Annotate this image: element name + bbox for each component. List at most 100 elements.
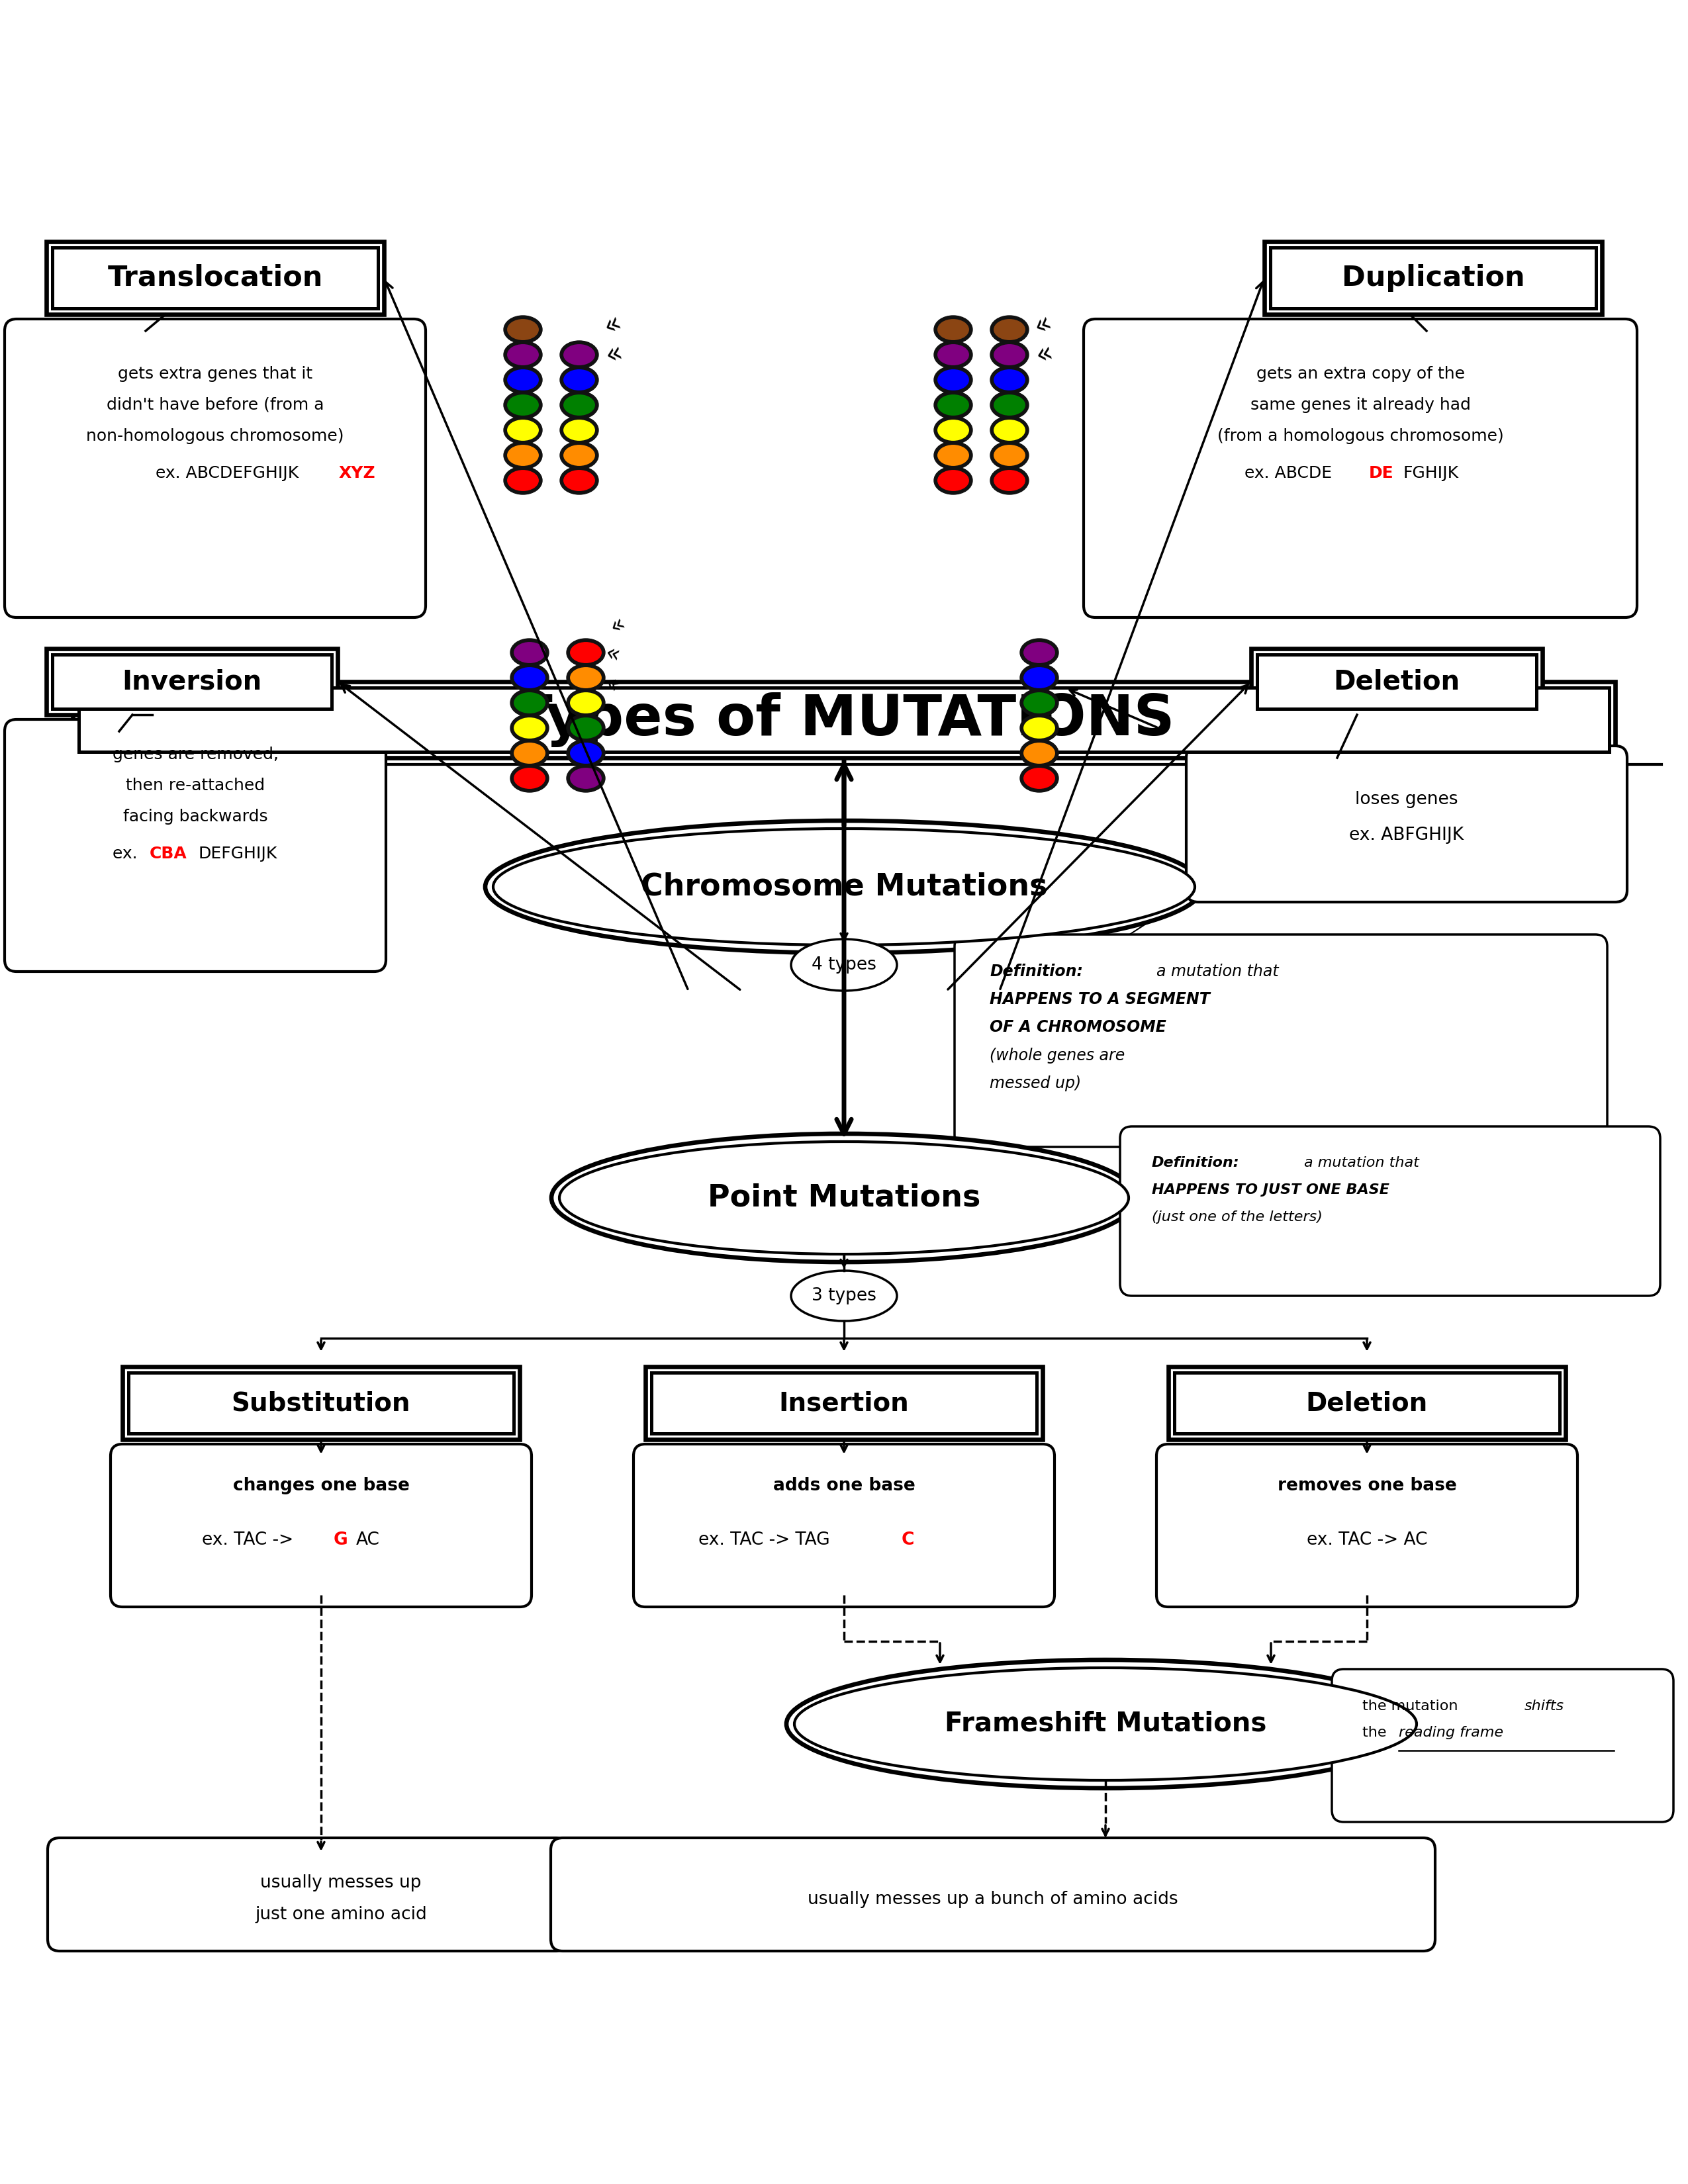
Text: Types of MUTATIONS: Types of MUTATIONS	[513, 692, 1175, 747]
Text: ex. TAC -> TAG: ex. TAC -> TAG	[699, 1531, 830, 1548]
Ellipse shape	[1023, 743, 1055, 764]
Ellipse shape	[937, 319, 971, 341]
Text: removes one base: removes one base	[1278, 1476, 1457, 1494]
FancyBboxPatch shape	[110, 1444, 532, 1607]
Text: HAPPENS TO A SEGMENT: HAPPENS TO A SEGMENT	[989, 992, 1210, 1007]
Text: «: «	[599, 670, 625, 699]
Ellipse shape	[933, 391, 972, 419]
Ellipse shape	[993, 470, 1026, 491]
Ellipse shape	[993, 393, 1026, 417]
Ellipse shape	[1023, 692, 1055, 714]
Text: (from a homologous chromosome): (from a homologous chromosome)	[1217, 428, 1504, 443]
Text: G: G	[334, 1531, 348, 1548]
Ellipse shape	[560, 417, 599, 443]
FancyBboxPatch shape	[1251, 649, 1543, 714]
Ellipse shape	[567, 664, 604, 692]
FancyBboxPatch shape	[73, 681, 1615, 758]
Text: same genes it already had: same genes it already had	[1251, 397, 1470, 413]
Ellipse shape	[503, 441, 542, 470]
Ellipse shape	[792, 939, 896, 992]
Text: Chromosome Mutations: Chromosome Mutations	[641, 871, 1047, 902]
FancyBboxPatch shape	[954, 935, 1607, 1147]
Ellipse shape	[937, 343, 971, 367]
Ellipse shape	[506, 393, 540, 417]
Text: gets an extra copy of the: gets an extra copy of the	[1256, 367, 1465, 382]
FancyBboxPatch shape	[1332, 1669, 1673, 1821]
Ellipse shape	[506, 443, 540, 467]
Ellipse shape	[506, 319, 540, 341]
Ellipse shape	[503, 367, 542, 393]
Ellipse shape	[991, 341, 1028, 369]
FancyBboxPatch shape	[1168, 1367, 1565, 1439]
Ellipse shape	[991, 467, 1028, 494]
Text: messed up): messed up)	[989, 1075, 1080, 1092]
Ellipse shape	[569, 767, 603, 791]
Text: DE: DE	[1369, 465, 1394, 480]
Text: Definition:: Definition:	[1151, 1155, 1239, 1168]
Ellipse shape	[560, 391, 599, 419]
Text: a mutation that: a mutation that	[1156, 963, 1280, 978]
FancyBboxPatch shape	[79, 688, 1609, 751]
Text: Point Mutations: Point Mutations	[707, 1184, 981, 1212]
Text: usually messes up a bunch of amino acids: usually messes up a bunch of amino acids	[809, 1891, 1178, 1909]
Ellipse shape	[506, 343, 540, 367]
Ellipse shape	[1023, 716, 1055, 738]
FancyBboxPatch shape	[550, 1839, 1435, 1950]
Text: Deletion: Deletion	[1307, 1391, 1428, 1415]
FancyBboxPatch shape	[1264, 242, 1602, 314]
Ellipse shape	[569, 642, 603, 664]
Text: 3 types: 3 types	[812, 1286, 876, 1304]
FancyBboxPatch shape	[123, 1367, 520, 1439]
Text: ex. TAC ->: ex. TAC ->	[203, 1531, 299, 1548]
Text: Insertion: Insertion	[778, 1391, 910, 1415]
Ellipse shape	[937, 369, 971, 391]
FancyBboxPatch shape	[128, 1372, 513, 1433]
Ellipse shape	[1020, 638, 1058, 666]
Text: HAPPENS TO JUST ONE BASE: HAPPENS TO JUST ONE BASE	[1151, 1184, 1389, 1197]
FancyBboxPatch shape	[1187, 747, 1627, 902]
Ellipse shape	[991, 391, 1028, 419]
Text: facing backwards: facing backwards	[123, 808, 268, 826]
Ellipse shape	[933, 317, 972, 343]
Ellipse shape	[569, 666, 603, 688]
Ellipse shape	[513, 767, 547, 791]
Ellipse shape	[1020, 714, 1058, 743]
Ellipse shape	[503, 467, 542, 494]
Ellipse shape	[559, 1142, 1129, 1254]
Text: C: C	[901, 1531, 915, 1548]
Ellipse shape	[937, 443, 971, 467]
Ellipse shape	[560, 341, 599, 369]
Text: loses genes: loses genes	[1355, 791, 1458, 808]
Ellipse shape	[503, 391, 542, 419]
Ellipse shape	[937, 419, 971, 441]
Ellipse shape	[567, 714, 604, 743]
FancyBboxPatch shape	[1156, 1444, 1578, 1607]
Ellipse shape	[503, 341, 542, 369]
Ellipse shape	[937, 470, 971, 491]
Ellipse shape	[503, 317, 542, 343]
Text: Substitution: Substitution	[231, 1391, 410, 1415]
Ellipse shape	[510, 764, 549, 793]
Ellipse shape	[506, 369, 540, 391]
Ellipse shape	[1023, 767, 1055, 791]
Text: a mutation that: a mutation that	[1305, 1155, 1420, 1168]
Text: «: «	[599, 308, 626, 341]
Ellipse shape	[513, 666, 547, 688]
Text: Deletion: Deletion	[1334, 668, 1460, 695]
Ellipse shape	[562, 343, 596, 367]
Text: then re-attached: then re-attached	[125, 778, 265, 793]
Ellipse shape	[506, 470, 540, 491]
Text: changes one base: changes one base	[233, 1476, 410, 1494]
FancyBboxPatch shape	[5, 719, 387, 972]
Ellipse shape	[562, 369, 596, 391]
Text: (just one of the letters): (just one of the letters)	[1151, 1210, 1322, 1223]
Text: DEFGHIJK: DEFGHIJK	[199, 845, 277, 863]
Ellipse shape	[562, 470, 596, 491]
Ellipse shape	[991, 317, 1028, 343]
Text: (whole genes are: (whole genes are	[989, 1048, 1124, 1064]
Text: the: the	[1362, 1725, 1391, 1738]
Ellipse shape	[933, 367, 972, 393]
Ellipse shape	[562, 419, 596, 441]
FancyBboxPatch shape	[5, 319, 425, 618]
Text: ex.: ex.	[113, 845, 143, 863]
